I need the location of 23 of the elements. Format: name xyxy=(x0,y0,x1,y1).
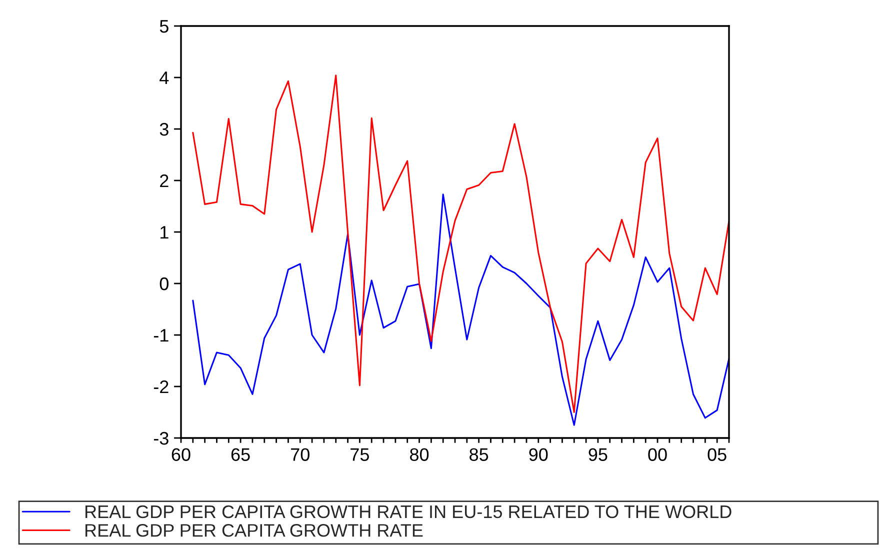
x-tick-label: 90 xyxy=(529,448,548,461)
x-tick-label: 75 xyxy=(350,448,369,461)
y-tick-label: 2 xyxy=(160,174,168,188)
x-tick-label: 60 xyxy=(172,448,190,461)
x-tick-label: 85 xyxy=(470,448,488,461)
legend-label: REAL GDP PER CAPITA GROWTH RATE xyxy=(86,524,423,537)
legend-label: REAL GDP PER CAPITA GROWTH RATE IN EU-15 RELATED TO THE WORLD xyxy=(86,505,732,518)
y-tick-label: -3 xyxy=(154,432,168,445)
x-tick-label: 95 xyxy=(588,448,608,461)
line-series xyxy=(192,74,729,414)
line-series xyxy=(192,194,729,426)
x-tick-label: 80 xyxy=(410,448,429,461)
y-tick-label: 0 xyxy=(160,277,168,290)
y-tick-label: 5 xyxy=(160,20,168,33)
y-tick-label: 3 xyxy=(160,122,168,136)
x-tick-label: 65 xyxy=(231,448,250,461)
y-tick-label: 4 xyxy=(160,72,169,84)
y-tick-label: -1 xyxy=(154,329,168,342)
y-tick-label: -2 xyxy=(154,380,168,394)
x-tick-label: 70 xyxy=(291,448,310,461)
x-tick-label: 00 xyxy=(648,448,667,461)
x-tick-label: 05 xyxy=(708,448,726,461)
y-tick-label: 1 xyxy=(160,226,168,239)
